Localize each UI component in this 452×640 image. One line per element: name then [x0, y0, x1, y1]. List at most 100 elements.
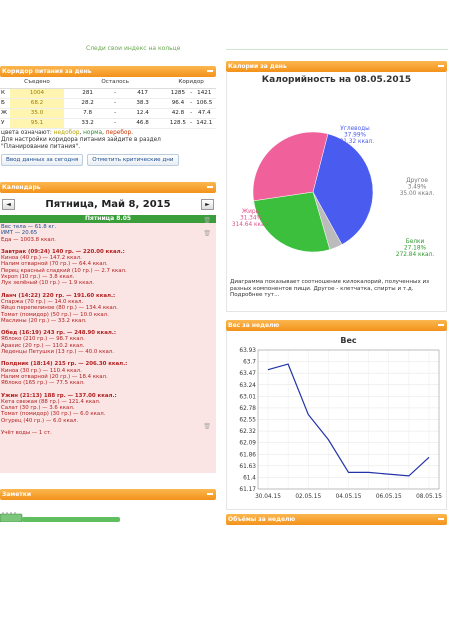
corridor-row: Б 68.2 28.2-38.3 96.4-106.5 — [0, 98, 216, 109]
calendar-date: Пятница, Май 8, 2015 — [45, 198, 171, 210]
dash: - — [189, 118, 193, 129]
diary-line: Еда — 1003.8 ккал. 🗑 — [1, 229, 211, 243]
diary-line: Лук зелёный (10 гр.) — 1.9 ккал. — [1, 280, 94, 287]
calories-body: Калорийность на 08.05.2015 Углеводы 37.99… — [226, 72, 447, 312]
diary-line: Налим отварной (70 гр.) — 64.4 ккал. — [1, 261, 108, 268]
enter-today-button[interactable]: Ввод данных за сегодня — [1, 153, 84, 166]
corridor-header-row: Съедено Осталось Коридор — [0, 77, 216, 89]
corridor-table: Съедено Осталось Коридор К 1004 281-417 128… — [0, 77, 216, 129]
diary-line: Маслины (20 гр.) — 33.2 ккал. — [1, 317, 87, 324]
y-tick-label: 61.63 — [239, 464, 256, 470]
x-tick-label: 02.05.15 — [295, 494, 321, 500]
next-day-button[interactable]: ► — [200, 198, 214, 210]
pie-label: Белки — [406, 239, 425, 245]
pie-label: 35.00 ккал. — [400, 191, 435, 197]
mark-critical-days-button[interactable]: Отметить критические дни — [87, 153, 179, 166]
top-divider — [226, 49, 448, 50]
left-max: 46.8 — [118, 118, 167, 129]
minimize-icon[interactable] — [438, 324, 444, 326]
delete-icon[interactable]: 🗑 — [203, 229, 211, 237]
left-max: 417 — [118, 88, 167, 99]
corridor-title: Коридор питания за день — [2, 68, 92, 75]
diary-line: Налим отварной (20 гр.) — 18.4 ккал. — [1, 373, 108, 380]
meal-header: Обед (16:19) 243 гр. — 248.90 ккал.: — [1, 330, 116, 337]
weight-panel: Вес за неделю Вес 63.93 63.7 63.47 63.24 63.0… — [226, 320, 447, 510]
dash: - — [189, 98, 193, 109]
weight-line-chart: Вес 63.93 63.7 63.47 63.24 63.01 62.78 62.55 62.… — [239, 336, 442, 500]
eaten-value: 35.0 — [10, 108, 64, 119]
pie-label: Углеводы — [340, 126, 370, 132]
corridor-note-line2: "Планирование питания". — [1, 143, 81, 150]
volumes-title: Объёмы за неделю — [228, 516, 296, 523]
dash: - — [111, 88, 119, 99]
delete-icon[interactable]: 🗑 — [203, 423, 211, 431]
diary-line: Яблоко (210 гр.) — 98.7 ккал. — [1, 336, 85, 343]
diary-line: Яблоко (165 гр.) — 77.5 ккал. — [1, 380, 85, 387]
notebook-icon[interactable] — [0, 512, 120, 522]
corridor-col-left: Осталось — [64, 77, 167, 89]
diary-line: Учёт воды — 1 ст. 🗑 — [1, 423, 211, 437]
corridor-row: К 1004 281-417 1285-1421 — [0, 88, 216, 99]
eaten-value: 1004 — [10, 88, 64, 99]
meal-header: Ужин (21:13) 188 гр. — 137.00 ккал.: — [1, 392, 117, 399]
x-tick-label: 08.05.15 — [416, 494, 442, 500]
eaten-value: 68.2 — [10, 98, 64, 109]
meal-header: Полдник (18:14) 215 гр. — 206.30 ккал.: — [1, 361, 128, 368]
pie-label: 272.84 ккал. — [396, 252, 434, 258]
pie-label: Жиры — [242, 209, 261, 215]
y-tick-label: 62.55 — [239, 418, 256, 424]
weight-series-line — [267, 363, 430, 477]
diary-line: Укроп (10 гр.) — 3.8 ккал. — [1, 274, 75, 281]
left-max: 38.3 — [118, 98, 167, 109]
diary-line: Леденцы Петушки (13 гр.) — 40.0 ккал. — [1, 349, 114, 356]
diary-line: Огурец (40 гр.) — 6.0 ккал. — [1, 417, 79, 424]
corridor-col-range: Коридор — [166, 77, 216, 89]
minimize-icon[interactable] — [438, 65, 444, 67]
weight-title: Вес за неделю — [228, 322, 280, 329]
eaten-value: 95.1 — [10, 118, 64, 129]
notes-panel: Заметки — [0, 489, 216, 500]
top-band: Следи свои индекс на кольце — [0, 0, 452, 52]
diary-line: ИМТ — 20.65 — [1, 230, 38, 237]
top-link[interactable]: Следи свои индекс на кольце — [86, 45, 181, 52]
x-tick-label: 06.05.15 — [376, 494, 402, 500]
y-tick-label: 61.17 — [239, 487, 256, 493]
y-tick-label: 61.86 — [239, 452, 256, 458]
diary-line: Перец красный сладкий (10 гр.) — 2.7 кка… — [1, 267, 127, 274]
pie-label: 27.18% — [404, 246, 427, 252]
y-tick-label: 61.4 — [243, 475, 256, 481]
minimize-icon[interactable] — [207, 186, 213, 188]
pie-label: 381.32 ккал. — [336, 139, 374, 145]
pie-label: 3.49% — [408, 185, 427, 191]
legend-ok: норма — [83, 129, 103, 136]
line-chart-title: Вес — [340, 336, 357, 345]
prev-day-button[interactable]: ◄ — [2, 198, 15, 210]
meal-header: Завтрак (09:24) 140 гр. — 220.00 ккал.: — [1, 248, 125, 255]
pie-label: 31.34% — [240, 216, 263, 222]
minimize-icon[interactable] — [207, 70, 213, 72]
meal-header: Ланч (14:22) 220 гр. — 191.60 ккал.: — [1, 292, 116, 299]
corridor-note-line1: Для настройки коридора питания зайдите в… — [1, 136, 161, 143]
delete-icon[interactable]: 🗑 — [203, 217, 211, 224]
range-max: 142.1 — [192, 118, 216, 129]
corridor-buttons: Ввод данных за сегодня Отметить критичес… — [0, 152, 216, 169]
y-tick-label: 62.78 — [239, 406, 256, 412]
plot-frame — [257, 349, 440, 490]
y-tick-label: 63.93 — [239, 348, 256, 354]
minimize-icon[interactable] — [438, 518, 444, 520]
diary-line: Киноа (30 гр.) — 110.4 ккал. — [1, 367, 82, 374]
pie-chart-title: Калорийность на 08.05.2015 — [261, 75, 412, 85]
row-key: Б — [0, 98, 10, 109]
notes-header: Заметки — [0, 489, 216, 500]
diary-line: Кета свежая (88 гр.) — 121.4 ккал. — [1, 398, 101, 405]
calendar-nav: ◄ Пятница, Май 8, 2015 ► — [0, 193, 216, 215]
calories-panel: Калории за день Калорийность на 08.05.20… — [226, 61, 447, 312]
minimize-icon[interactable] — [207, 493, 213, 495]
diary-line: Томат (помидор) (30 гр.) — 6.0 ккал. — [1, 411, 106, 418]
volumes-panel: Объёмы за неделю — [226, 514, 447, 525]
diary-line: Спаржа (70 гр.) — 14.0 ккал. — [1, 298, 84, 305]
corridor-col-key — [0, 77, 10, 89]
notes-title: Заметки — [2, 491, 32, 498]
calories-header: Калории за день — [226, 61, 447, 72]
